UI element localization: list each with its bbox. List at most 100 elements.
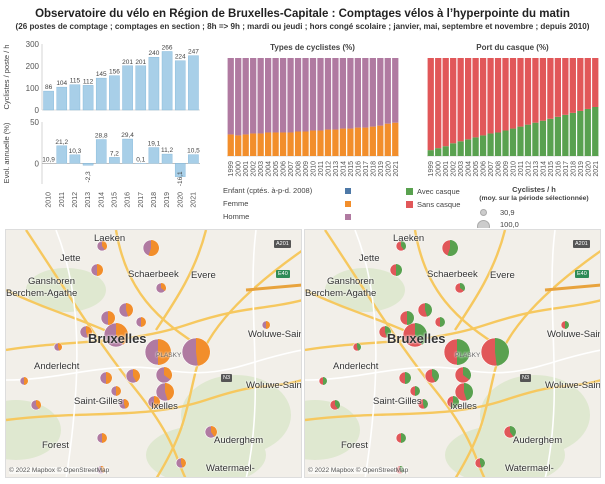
stack-segment — [302, 58, 309, 132]
station-slice — [165, 383, 175, 401]
size-small-value: 30,9 — [500, 208, 515, 217]
data-label: -2,3 — [85, 171, 92, 183]
map-label: Saint-Gilles — [74, 396, 123, 407]
x-tick-label: 2021 — [393, 161, 400, 177]
stack-segment — [592, 58, 599, 107]
station-slice — [124, 399, 130, 409]
bar — [82, 85, 94, 111]
stack-segment — [294, 58, 302, 132]
station-slice — [133, 369, 141, 383]
map-label: Berchem-Agathe — [305, 288, 377, 299]
map-types[interactable]: Laeken Jette Ganshoren Evere Schaerbeek Berch… — [5, 229, 302, 478]
road — [454, 230, 507, 331]
stack-segment — [294, 131, 302, 156]
stack-segment — [272, 132, 279, 156]
stack-segment — [569, 58, 576, 113]
stack-segment — [584, 108, 591, 156]
x-tick-label: 2012 — [72, 192, 79, 208]
stack-segment — [577, 58, 584, 111]
stack-segment — [494, 132, 502, 156]
map-copyright: © 2022 Mapbox © OpenStreetMap — [9, 467, 110, 474]
station-slice — [460, 283, 465, 291]
park-area — [6, 400, 61, 460]
bar — [161, 153, 173, 164]
x-tick-label: 2012 — [325, 161, 332, 177]
stack-segment — [242, 134, 249, 156]
x-tick-label: 2013 — [533, 161, 540, 177]
x-tick-label: 2001 — [243, 161, 250, 177]
evolution-bar-chart: 0 50 Evol. annuelle (%) 10,9 2010 21,2 2011 10,… — [2, 118, 200, 208]
stack-segment — [427, 150, 434, 156]
map-canvas — [305, 230, 600, 477]
data-label: 28,8 — [95, 133, 108, 140]
stack-segment — [562, 58, 569, 115]
stack-segment — [227, 58, 234, 135]
stack-segment — [554, 116, 562, 156]
station-slice — [323, 377, 327, 385]
map-canvas — [6, 230, 301, 477]
stack-segment — [435, 148, 442, 156]
stack-segment — [562, 114, 569, 156]
stack-segment — [384, 58, 391, 124]
station-slice — [36, 400, 41, 410]
x-tick-label: 2008 — [496, 161, 503, 177]
x-tick-label: 2016 — [125, 192, 132, 208]
stack-segment — [547, 118, 554, 156]
stack-segment — [317, 130, 324, 156]
legend-avec: Avec casque — [417, 187, 460, 196]
stack-segment — [347, 128, 354, 156]
map-label: Woluwe-Saint-Lambert — [547, 329, 600, 340]
stack-segment — [377, 58, 384, 126]
bar — [82, 163, 94, 166]
station-slice — [97, 264, 103, 276]
x-tick-label: 2019 — [164, 192, 171, 208]
stack-segment — [392, 122, 399, 156]
map-helmet[interactable]: Laeken Jette Ganshoren Evere Schaerbeek Berch… — [304, 229, 601, 478]
x-tick-label: 2004 — [466, 161, 473, 177]
station-slice — [164, 367, 172, 380]
stack-segment — [442, 58, 449, 147]
stack-segment — [509, 58, 517, 129]
stack-segment — [272, 58, 279, 133]
station-slice — [464, 383, 473, 401]
x-tick-label: 2018 — [570, 161, 577, 177]
stack-segment — [250, 133, 257, 156]
stack-segment — [339, 58, 347, 129]
size-large-circle — [477, 220, 490, 228]
map-label: Anderlecht — [34, 361, 80, 372]
bar — [56, 145, 68, 164]
x-tick-label: 1999 — [428, 161, 435, 177]
station-slice — [495, 338, 510, 366]
x-tick-label: 2016 — [355, 161, 362, 177]
x-tick-label: 2016 — [555, 161, 562, 177]
data-label: 224 — [175, 54, 186, 61]
data-label: 10,5 — [187, 148, 200, 155]
x-tick-label: 2009 — [503, 161, 510, 177]
stack-segment — [354, 58, 362, 128]
road — [155, 230, 208, 331]
bar — [188, 154, 199, 164]
map-label: Woluwe-Saint-Pierre — [545, 380, 601, 391]
types-stacked-chart: 1999 2000 2001 2002 2003 2004 2005 2006 2007 2008… — [227, 58, 400, 177]
data-label: 86 — [45, 84, 53, 91]
x-tick-label: 2015 — [111, 192, 118, 208]
map-label: PLASKY — [455, 352, 481, 359]
stack-segment — [332, 129, 339, 156]
x-tick-label: 2018 — [370, 161, 377, 177]
stack-segment — [392, 58, 399, 123]
map-label: Laeken — [94, 233, 126, 244]
legend-femme: Femme — [223, 199, 249, 208]
station-slice — [181, 458, 186, 468]
stack-segment — [324, 58, 332, 130]
road — [6, 379, 301, 422]
bar — [122, 138, 133, 164]
x-tick-label: 2011 — [518, 161, 525, 176]
street — [354, 230, 377, 477]
stack-segment — [464, 139, 472, 156]
x-tick-label: 2018 — [151, 192, 158, 208]
stack-segment — [242, 58, 249, 135]
x-tick-label: 2021 — [190, 192, 197, 208]
x-tick-label: 2005 — [273, 161, 280, 177]
page-title: Observatoire du vélo en Région de Bruxel… — [35, 8, 570, 20]
